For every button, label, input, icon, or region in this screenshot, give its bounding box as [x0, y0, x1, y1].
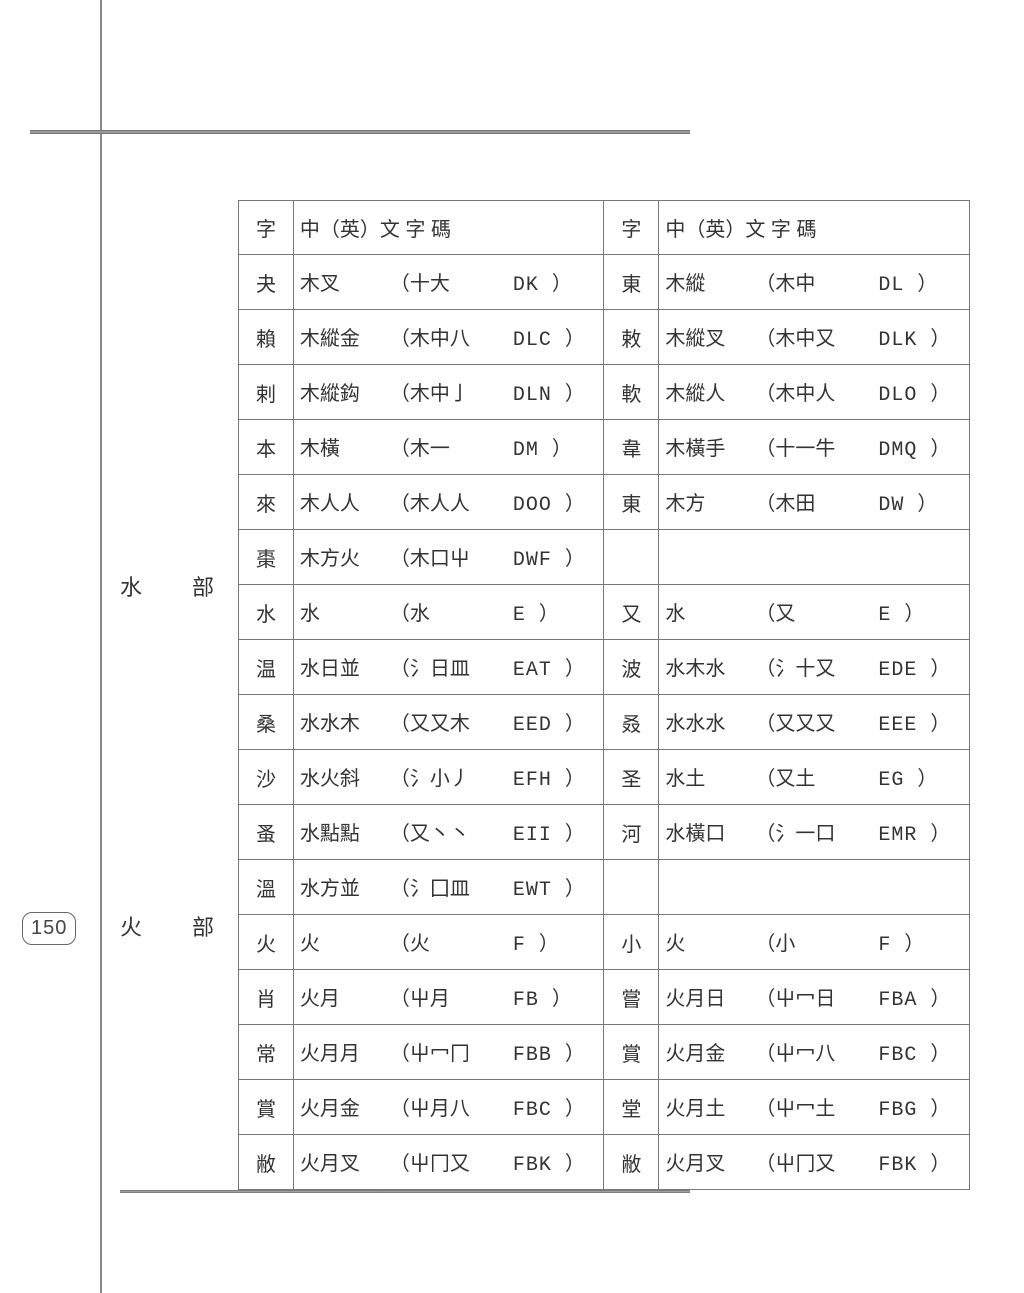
code-cell: 木縱叉（木中又 DLK ）	[659, 310, 970, 365]
char-cell: 又	[604, 585, 659, 640]
section-label: 水 部	[120, 570, 228, 602]
code-cell: 火（火 F ）	[293, 915, 604, 970]
code-cell: 水點點（又丶丶 EII ）	[293, 805, 604, 860]
char-cell: 賴	[239, 310, 294, 365]
char-cell: 本	[239, 420, 294, 475]
table-row: 常火月月（屮冖冂 FBB ）賞火月金（屮冖八 FBC ）	[239, 1025, 970, 1080]
char-cell: 東	[604, 255, 659, 310]
code-cell: 火月（屮月 FB ）	[293, 970, 604, 1025]
char-cell: 温	[239, 640, 294, 695]
code-cell	[659, 530, 970, 585]
code-cell: 木橫手（十一牛 DMQ ）	[659, 420, 970, 475]
code-cell: 火月叉（屮冂又 FBK ）	[659, 1135, 970, 1190]
code-cell: 水方並（氵囗皿 EWT ）	[293, 860, 604, 915]
char-cell: 水	[239, 585, 294, 640]
char-cell: 敝	[239, 1135, 294, 1190]
code-cell: 火月月（屮冖冂 FBB ）	[293, 1025, 604, 1080]
char-cell: 小	[604, 915, 659, 970]
char-cell: 叒	[604, 695, 659, 750]
table-row: 本木橫（木一 DM ）韋木橫手（十一牛 DMQ ）	[239, 420, 970, 475]
char-cell: 波	[604, 640, 659, 695]
table-row: 水水（水 E ）又水（又 E ）	[239, 585, 970, 640]
header-code: 中（英）文 字 碼	[659, 201, 970, 255]
top-rule	[30, 130, 690, 134]
code-cell: 水土（又土 EG ）	[659, 750, 970, 805]
char-cell: 夬	[239, 255, 294, 310]
code-cell: 水日並（氵日皿 EAT ）	[293, 640, 604, 695]
table-row: 敝火月叉（屮冂又 FBK ）敝火月叉（屮冂又 FBK ）	[239, 1135, 970, 1190]
code-cell: 水（又 E ）	[659, 585, 970, 640]
char-cell: 堂	[604, 1080, 659, 1135]
code-cell: 木人人（木人人 DOO ）	[293, 475, 604, 530]
char-cell: 嘗	[604, 970, 659, 1025]
page-number: 150	[22, 912, 76, 945]
left-margin-rule	[100, 0, 102, 1293]
code-cell: 火（小 F ）	[659, 915, 970, 970]
char-cell: 肖	[239, 970, 294, 1025]
table-row: 温水日並（氵日皿 EAT ）波水木水（氵十又 EDE ）	[239, 640, 970, 695]
page-frame: 150 水 部火 部字中（英）文 字 碼字中（英）文 字 碼夬木叉（十大 DK …	[0, 0, 1024, 1293]
code-cell: 木叉（十大 DK ）	[293, 255, 604, 310]
char-cell: 常	[239, 1025, 294, 1080]
char-cell: 來	[239, 475, 294, 530]
table-row: 溫水方並（氵囗皿 EWT ）	[239, 860, 970, 915]
code-cell: 火月土（屮冖土 FBG ）	[659, 1080, 970, 1135]
char-cell: 賞	[604, 1025, 659, 1080]
code-cell	[659, 860, 970, 915]
table-row: 夬木叉（十大 DK ）東木縱（木中 DL ）	[239, 255, 970, 310]
code-cell: 水水水（又又又 EEE ）	[659, 695, 970, 750]
header-char: 字	[604, 201, 659, 255]
char-cell: 蚤	[239, 805, 294, 860]
char-cell: 圣	[604, 750, 659, 805]
char-cell: 桑	[239, 695, 294, 750]
char-cell: 棗	[239, 530, 294, 585]
header-code: 中（英）文 字 碼	[293, 201, 604, 255]
code-cell: 木橫（木一 DM ）	[293, 420, 604, 475]
table-row: 肖火月（屮月 FB ）嘗火月日（屮冖日 FBA ）	[239, 970, 970, 1025]
code-cell: 木方（木田 DW ）	[659, 475, 970, 530]
code-cell: 木方火（木口屮 DWF ）	[293, 530, 604, 585]
code-cell: 火月金（屮冖八 FBC ）	[659, 1025, 970, 1080]
table-row: 賞火月金（屮月八 FBC ）堂火月土（屮冖土 FBG ）	[239, 1080, 970, 1135]
char-cell: 韋	[604, 420, 659, 475]
table-row: 蚤水點點（又丶丶 EII ）河水橫口（氵一口 EMR ）	[239, 805, 970, 860]
char-cell: 河	[604, 805, 659, 860]
char-cell: 軟	[604, 365, 659, 420]
table-row: 火火（火 F ）小火（小 F ）	[239, 915, 970, 970]
code-cell: 水木水（氵十又 EDE ）	[659, 640, 970, 695]
code-cell: 火月日（屮冖日 FBA ）	[659, 970, 970, 1025]
char-cell: 敕	[604, 310, 659, 365]
section-label: 火 部	[120, 910, 228, 942]
code-cell: 水（水 E ）	[293, 585, 604, 640]
bottom-rule	[120, 1190, 690, 1193]
char-cell: 敝	[604, 1135, 659, 1190]
code-cell: 木縱金（木中八 DLC ）	[293, 310, 604, 365]
char-cell: 東	[604, 475, 659, 530]
code-cell: 木縱人（木中人 DLO ）	[659, 365, 970, 420]
table-row: 賴木縱金（木中八 DLC ）敕木縱叉（木中又 DLK ）	[239, 310, 970, 365]
code-cell: 水水木（又又木 EED ）	[293, 695, 604, 750]
header-char: 字	[239, 201, 294, 255]
table-row: 沙水火斜（氵小丿 EFH ）圣水土（又土 EG ）	[239, 750, 970, 805]
table-row: 棗木方火（木口屮 DWF ）	[239, 530, 970, 585]
char-cell	[604, 860, 659, 915]
code-cell: 火月叉（屮冂又 FBK ）	[293, 1135, 604, 1190]
char-cell: 火	[239, 915, 294, 970]
char-cell: 沙	[239, 750, 294, 805]
code-cell: 木縱（木中 DL ）	[659, 255, 970, 310]
code-cell: 木縱鈎（木中亅 DLN ）	[293, 365, 604, 420]
char-cell: 賞	[239, 1080, 294, 1135]
char-cell	[604, 530, 659, 585]
code-table: 字中（英）文 字 碼字中（英）文 字 碼夬木叉（十大 DK ）東木縱（木中 DL…	[238, 200, 970, 1190]
code-cell: 水火斜（氵小丿 EFH ）	[293, 750, 604, 805]
code-cell: 水橫口（氵一口 EMR ）	[659, 805, 970, 860]
table-row: 桑水水木（又又木 EED ）叒水水水（又又又 EEE ）	[239, 695, 970, 750]
code-cell: 火月金（屮月八 FBC ）	[293, 1080, 604, 1135]
char-cell: 溫	[239, 860, 294, 915]
char-cell: 剌	[239, 365, 294, 420]
table-row: 來木人人（木人人 DOO ）東木方（木田 DW ）	[239, 475, 970, 530]
table-row: 剌木縱鈎（木中亅 DLN ）軟木縱人（木中人 DLO ）	[239, 365, 970, 420]
